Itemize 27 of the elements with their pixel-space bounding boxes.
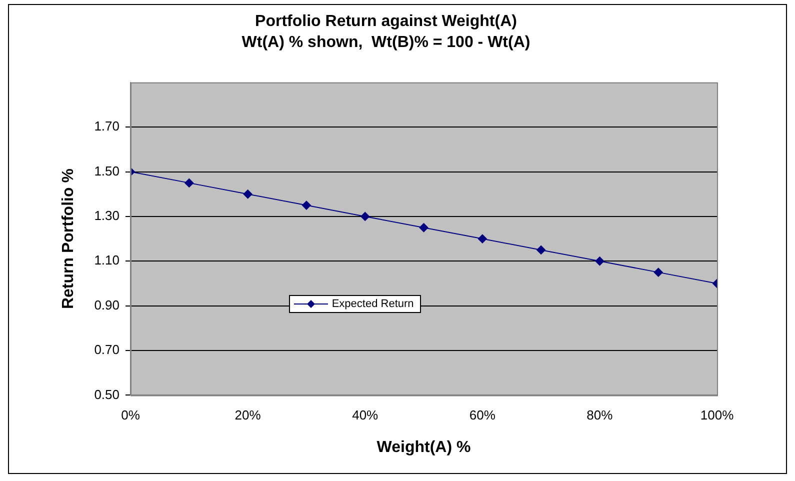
y-tick-label: 1.10 — [94, 252, 120, 268]
point — [302, 200, 311, 210]
x-tick-label: 100% — [700, 408, 734, 423]
point — [478, 234, 487, 244]
point — [536, 245, 546, 254]
point — [184, 178, 194, 188]
y-tick-label: 0.90 — [94, 297, 120, 312]
y-tick-label: 1.50 — [94, 163, 120, 178]
point — [595, 256, 604, 266]
y-tick-label: 0.70 — [94, 342, 120, 358]
x-tick-label: 40% — [352, 408, 379, 423]
point — [360, 212, 370, 221]
y-tick-label: 1.70 — [94, 118, 120, 134]
x-tick-label: 0% — [121, 408, 140, 423]
point — [419, 223, 428, 232]
x-axis-title: Weight(A) % — [376, 438, 471, 456]
x-tick-label: 80% — [586, 408, 614, 423]
point — [243, 190, 252, 199]
y-tick-label: 1.30 — [94, 208, 120, 224]
y-tick-label: 0.50 — [94, 386, 120, 402]
x-tick-label: 20% — [234, 408, 262, 423]
y-axis-title: Return Portfolio % — [60, 168, 78, 310]
point — [654, 268, 663, 277]
x-tick-label: 60% — [469, 408, 496, 423]
legend-label: Expected Return — [332, 298, 414, 310]
chart-subtitle: Wt(A) % shown, Wt(B)% = 100 - Wt(A) — [242, 34, 530, 52]
chart-title: Portfolio Return against Weight(A) — [255, 13, 517, 30]
